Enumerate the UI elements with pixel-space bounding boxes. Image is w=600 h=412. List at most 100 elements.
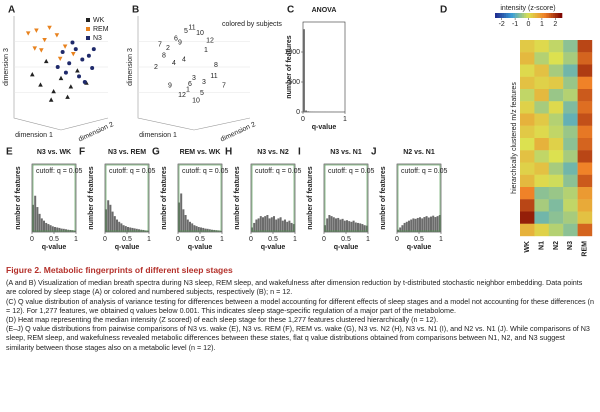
caption-paragraph: (A and B) Visualization of median breath… <box>6 278 583 297</box>
point <box>62 44 68 49</box>
heatmap-cell <box>534 76 549 90</box>
bar <box>40 218 43 232</box>
x-tick-label: 1 <box>366 236 370 243</box>
bar <box>36 207 39 232</box>
heatmap-cell <box>520 89 535 102</box>
bar <box>49 225 52 232</box>
point <box>55 65 60 69</box>
panel-title: N2 vs. N1 <box>403 149 435 156</box>
bar <box>122 225 125 232</box>
bar <box>359 223 362 232</box>
bar <box>425 216 428 232</box>
point <box>42 37 47 43</box>
bar <box>56 227 59 232</box>
x-tick-label: 0.5 <box>414 236 424 243</box>
x-axis-label: q-value <box>407 244 432 251</box>
bar <box>184 215 187 232</box>
point-label: 5 <box>184 28 188 35</box>
x-axis-label: dimension 1 <box>139 132 177 139</box>
heatmap-cell <box>563 199 578 212</box>
colorbar-tick-label: 2 <box>553 21 557 28</box>
heatmap-cell <box>563 150 578 163</box>
bar <box>279 217 282 232</box>
bar <box>182 209 185 232</box>
panel-label: B <box>132 5 139 16</box>
heatmap-cell <box>563 89 578 102</box>
bar <box>427 217 430 232</box>
x-tick-label: N1 <box>538 241 545 250</box>
heatmap-cell <box>534 174 549 188</box>
panel-title: N3 vs. N2 <box>257 149 289 156</box>
x-tick-label: 1 <box>439 236 443 243</box>
bar <box>120 223 123 232</box>
point <box>68 84 74 89</box>
bar <box>408 220 410 232</box>
plot-frame <box>302 21 346 113</box>
colorbar-cell <box>521 13 525 18</box>
bar <box>307 111 310 112</box>
heatmap-cell <box>563 223 578 237</box>
colorbar-cell <box>519 13 523 18</box>
heatmap-cell <box>534 138 549 151</box>
point-label: 2 <box>154 64 158 71</box>
heatmap-cell <box>577 199 593 212</box>
heatmap-cell <box>548 162 564 175</box>
colorbar-cell <box>541 13 545 18</box>
bar <box>305 110 307 112</box>
bar <box>38 213 41 232</box>
x-axis-label: q-value <box>334 244 359 251</box>
bar <box>206 228 209 232</box>
bar <box>361 224 364 232</box>
colorbar-cell <box>510 13 514 18</box>
colorbar-cell <box>524 13 527 18</box>
heatmap-cell <box>520 40 535 53</box>
colorbar-tick-label: -2 <box>499 21 505 28</box>
bar <box>51 226 54 232</box>
panel-label: G <box>152 147 160 158</box>
x-axis-label: dimension 1 <box>15 132 53 139</box>
x-tick-label: 1 <box>147 236 151 243</box>
bar <box>436 216 439 232</box>
heatmap-cell <box>577 125 593 139</box>
cutoff-box <box>105 164 149 232</box>
bar <box>197 227 200 232</box>
colorbar-cell <box>546 13 549 18</box>
bar <box>326 218 329 232</box>
point <box>65 94 70 99</box>
y-axis-label: number of features <box>234 166 241 230</box>
bar <box>290 222 293 232</box>
point-label: 8 <box>214 62 218 69</box>
heatmap-cell <box>520 76 535 90</box>
y-tick-label: 0 <box>296 109 300 116</box>
bar <box>138 229 140 232</box>
heatmap-cell <box>534 162 549 175</box>
colorbar-cell <box>550 13 554 18</box>
z-axis-label: dimension 2 <box>220 121 257 143</box>
heatmap-cell <box>563 113 578 126</box>
panel-label: J <box>371 147 377 158</box>
point-label: 11 <box>188 24 195 31</box>
bar <box>109 204 112 232</box>
colorbar-cell <box>539 13 543 18</box>
colorbar-cell <box>537 13 540 18</box>
legend-entry: REM <box>93 26 109 33</box>
heatmap-cell <box>577 211 593 224</box>
bar <box>113 216 116 232</box>
bar <box>412 218 415 232</box>
panel-label: D <box>440 5 447 16</box>
point-label: 4 <box>172 60 176 67</box>
bar <box>34 195 37 232</box>
heatmap-cell <box>534 223 549 237</box>
point <box>32 46 38 51</box>
bar <box>330 216 333 232</box>
bar <box>268 218 271 232</box>
axes-box <box>137 16 251 131</box>
bar <box>257 218 260 232</box>
bar <box>352 220 355 232</box>
point-label: 1 <box>204 47 208 54</box>
bar <box>281 220 284 232</box>
point-label: 4 <box>182 56 186 63</box>
colorbar-tick-label: 0 <box>527 21 531 28</box>
heatmap-cell <box>520 174 535 188</box>
heatmap-cell <box>534 101 549 114</box>
